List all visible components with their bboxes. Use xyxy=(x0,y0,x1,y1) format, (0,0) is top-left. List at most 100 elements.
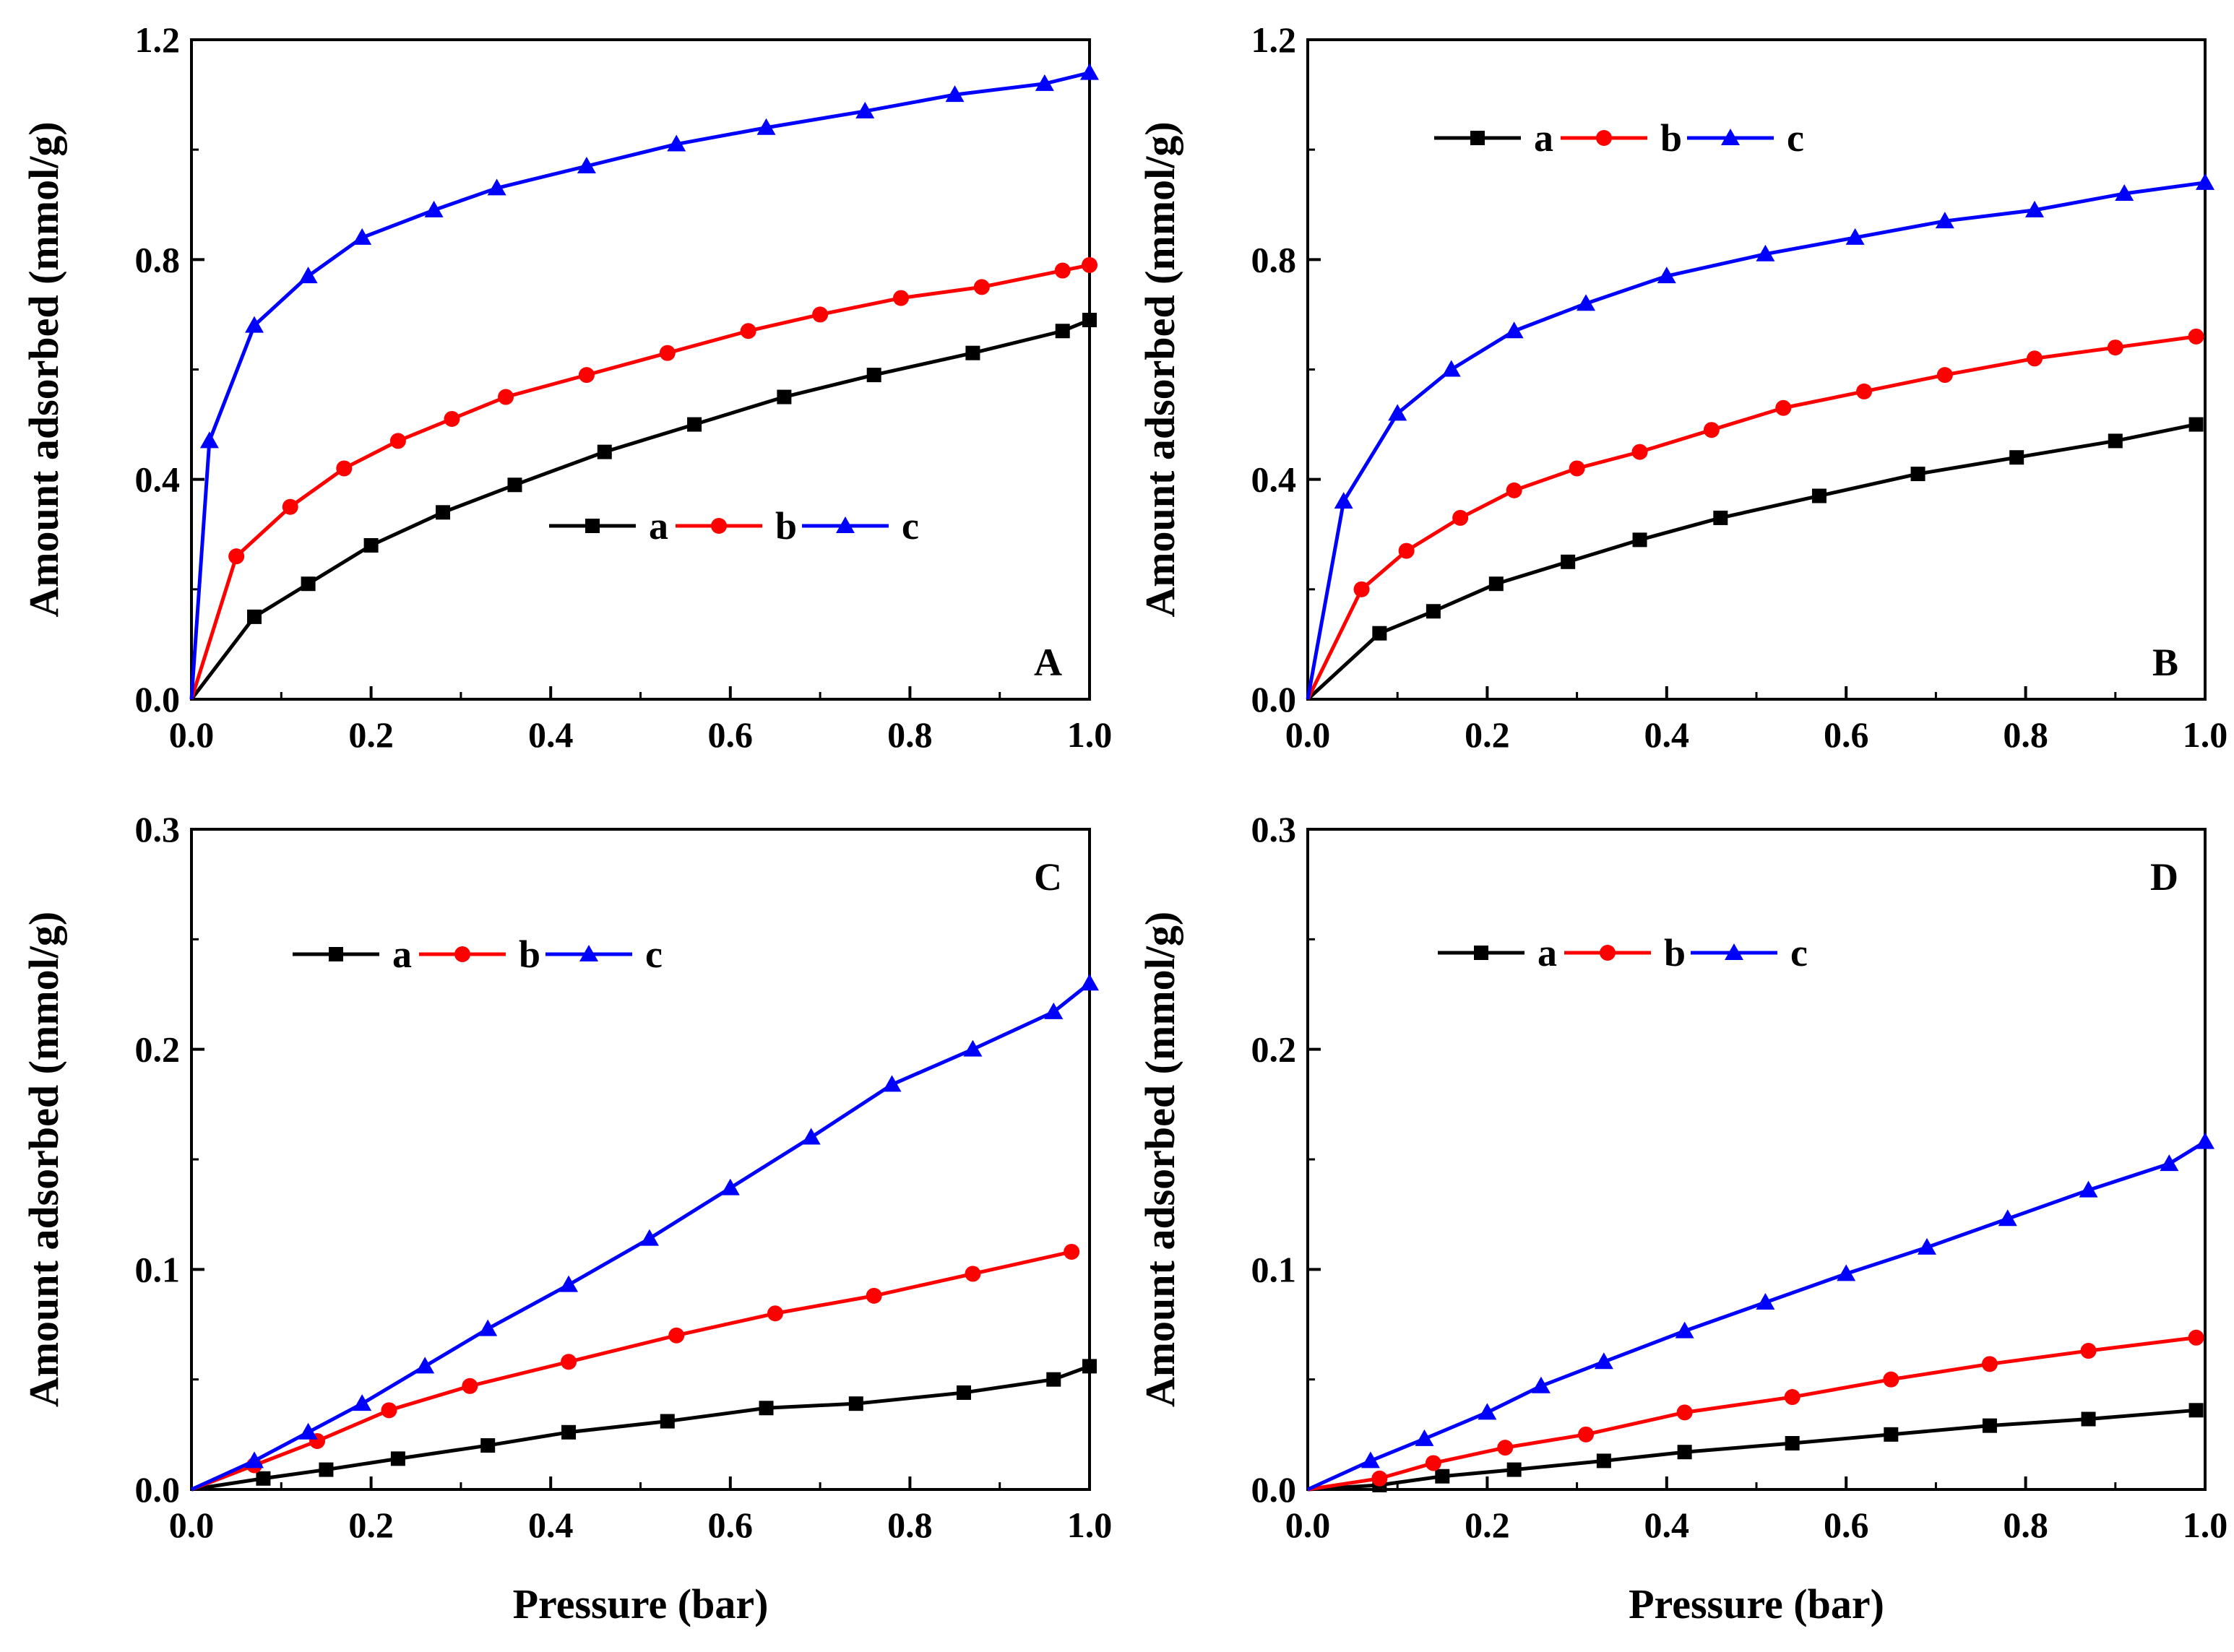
data-point xyxy=(353,1394,372,1411)
panel-label: C xyxy=(1034,855,1062,899)
series-b xyxy=(1306,328,2204,701)
data-point xyxy=(1785,1436,1800,1451)
x-tick-label: 0.0 xyxy=(1285,1505,1331,1545)
data-point xyxy=(390,1451,405,1466)
legend: a b c xyxy=(293,933,663,976)
data-point xyxy=(2188,328,2204,345)
data-point xyxy=(1497,1440,1514,1456)
data-point xyxy=(1080,63,1099,80)
data-point xyxy=(1917,1237,1936,1255)
data-point xyxy=(578,367,595,384)
data-point xyxy=(1425,1455,1441,1471)
legend-label-c: c xyxy=(1787,116,1804,160)
data-point xyxy=(866,1287,882,1304)
data-point xyxy=(1713,510,1728,525)
data-point xyxy=(2115,184,2134,202)
data-point xyxy=(2188,1403,2204,1418)
legend-marker-a xyxy=(1474,946,1488,960)
data-point xyxy=(597,444,612,459)
legend-label-a: a xyxy=(392,933,412,976)
legend-marker-c xyxy=(1721,129,1740,145)
x-tick-label: 1.0 xyxy=(2183,714,2228,755)
data-point xyxy=(1883,1371,1899,1388)
data-point xyxy=(1388,404,1407,421)
data-point xyxy=(1981,1356,1998,1372)
series-c xyxy=(1306,1132,2214,1492)
data-point xyxy=(228,548,245,565)
data-point xyxy=(866,368,881,383)
legend-marker-b xyxy=(1596,130,1612,146)
series-line xyxy=(1306,334,2196,701)
x-tick-label: 0.8 xyxy=(887,714,933,755)
series-line xyxy=(189,71,1090,700)
data-point xyxy=(363,537,379,553)
data-point xyxy=(1441,360,1461,377)
series-b xyxy=(191,1243,1080,1492)
series-a xyxy=(1307,1403,2204,1492)
data-point xyxy=(1360,1451,1380,1469)
x-tick-label: 0.4 xyxy=(1644,1505,1690,1545)
data-point xyxy=(1506,482,1522,498)
data-point xyxy=(956,1385,971,1400)
panel-label: B xyxy=(2152,641,2178,684)
x-tick-label: 0.6 xyxy=(1824,714,1869,755)
legend-marker-c xyxy=(836,516,855,533)
data-point xyxy=(2196,173,2214,190)
data-point xyxy=(1080,974,1099,991)
legend-marker-b xyxy=(1600,945,1616,961)
y-tick-label: 0.3 xyxy=(135,809,181,849)
series-line xyxy=(1306,1140,2207,1492)
legend-label-c: c xyxy=(902,504,919,548)
legend-label-b: b xyxy=(1660,116,1682,160)
data-point xyxy=(487,178,506,196)
data-point xyxy=(1334,492,1353,509)
data-point xyxy=(415,1357,435,1374)
y-axis-title: Amount adsorbed (mmol/g) xyxy=(20,912,67,1407)
y-tick-label: 0.4 xyxy=(1251,459,1297,500)
data-point xyxy=(561,1424,577,1440)
series-c xyxy=(189,63,1099,700)
data-point xyxy=(1435,1469,1450,1484)
data-point xyxy=(855,101,875,118)
y-tick-label: 1.2 xyxy=(135,20,181,60)
legend-marker-b xyxy=(454,946,470,962)
series-b xyxy=(189,256,1097,700)
data-point xyxy=(1371,1470,1388,1487)
series-a xyxy=(1306,417,2204,701)
panel-a: 0.0 0.2 0.4 0.6 0.8 1.0 0.0 0.4 0.8 1.2 Amount ads… xyxy=(20,20,1112,755)
data-point xyxy=(1784,1389,1800,1406)
data-point xyxy=(436,505,451,520)
x-tick-label: 1.0 xyxy=(1067,1505,1113,1545)
series-a xyxy=(191,1359,1097,1492)
data-point xyxy=(740,323,756,340)
data-point xyxy=(478,1319,498,1336)
data-point xyxy=(480,1438,496,1453)
legend-marker-a xyxy=(329,947,343,961)
y-tick-label: 1.2 xyxy=(1251,20,1297,60)
data-point xyxy=(1415,1429,1434,1446)
data-point xyxy=(1082,313,1097,328)
x-tick-label: 0.6 xyxy=(708,1505,754,1545)
data-point xyxy=(687,417,702,432)
data-point xyxy=(1935,212,1954,229)
legend: a b c xyxy=(1438,931,1808,974)
legend-marker-a xyxy=(1470,131,1485,145)
y-tick-label: 0.2 xyxy=(135,1029,181,1070)
data-point xyxy=(1478,1403,1497,1420)
legend-marker-c xyxy=(1725,943,1743,960)
data-point xyxy=(1910,467,1925,482)
data-point xyxy=(1055,324,1070,339)
panel-label: D xyxy=(2150,855,2178,899)
data-point xyxy=(892,290,909,306)
data-point xyxy=(1054,262,1071,279)
x-axis-title: Pressure (bar) xyxy=(513,1580,769,1627)
data-point xyxy=(199,431,219,449)
data-point xyxy=(1506,1462,1522,1477)
data-point xyxy=(577,156,596,173)
data-point xyxy=(2108,433,2123,449)
x-tick-label: 0.6 xyxy=(708,714,754,755)
legend-label-c: c xyxy=(645,933,663,976)
legend: a b c xyxy=(1434,116,1804,160)
data-point xyxy=(1631,444,1648,460)
series-line xyxy=(1306,423,2197,701)
